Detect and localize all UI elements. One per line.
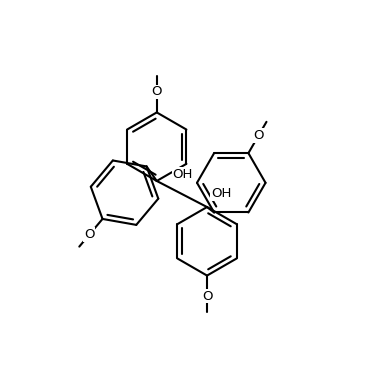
Text: O: O	[84, 228, 95, 241]
Text: OH: OH	[172, 168, 193, 181]
Text: OH: OH	[211, 187, 231, 200]
Text: O: O	[202, 289, 212, 303]
Text: O: O	[151, 85, 162, 99]
Text: O: O	[253, 129, 264, 142]
